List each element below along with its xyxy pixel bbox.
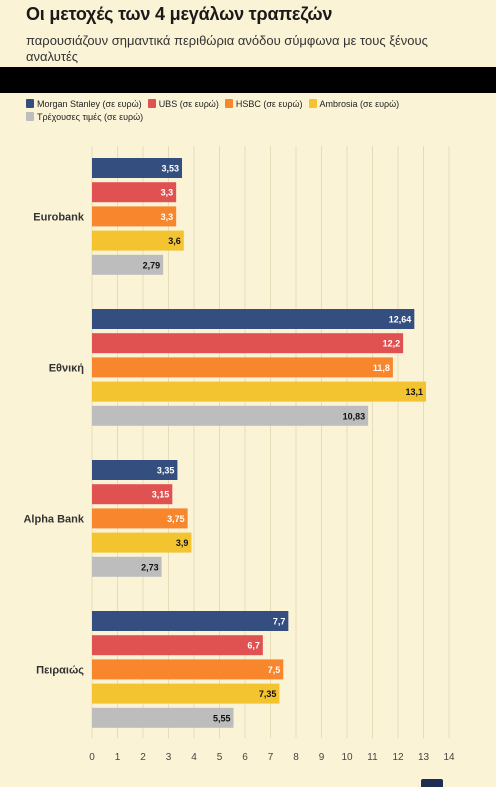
bar xyxy=(92,230,184,251)
category-label: Εθνική xyxy=(49,362,85,374)
bar xyxy=(92,460,178,480)
legend-item[interactable]: Morgan Stanley (σε ευρώ) xyxy=(26,98,142,111)
data-label: 12,64 xyxy=(389,315,412,325)
bar xyxy=(92,683,280,704)
data-label: 3,9 xyxy=(176,538,189,548)
bar xyxy=(92,182,177,203)
legend-swatch xyxy=(224,99,233,108)
legend-item[interactable]: HSBC (σε ευρώ) xyxy=(224,98,303,111)
category-label: Eurobank xyxy=(33,211,85,223)
data-label: 3,35 xyxy=(157,466,175,476)
bar xyxy=(92,254,164,275)
bar xyxy=(92,357,393,378)
x-tick-label: 4 xyxy=(191,752,197,763)
black-band xyxy=(0,67,496,93)
data-label: 11,8 xyxy=(373,363,390,373)
data-label: 7,35 xyxy=(259,689,277,699)
data-label: 2,73 xyxy=(141,562,159,572)
data-label: 7,7 xyxy=(273,617,286,627)
x-tick-label: 0 xyxy=(89,752,95,763)
bar xyxy=(92,206,177,227)
legend-label: HSBC (σε ευρώ) xyxy=(235,99,303,109)
x-tick-label: 2 xyxy=(140,752,146,763)
data-label: 3,6 xyxy=(168,236,181,246)
legend-item[interactable]: Ambrosia (σε ευρώ) xyxy=(308,98,400,111)
bar xyxy=(92,309,415,329)
data-label: 3,75 xyxy=(167,514,185,524)
x-tick-label: 9 xyxy=(319,752,325,763)
bar xyxy=(92,635,263,656)
chart-title: Οι μετοχές των 4 μεγάλων τραπεζών xyxy=(26,4,333,24)
bar xyxy=(92,333,404,354)
bar xyxy=(92,707,234,728)
x-tick-label: 5 xyxy=(217,752,223,763)
bar xyxy=(92,158,183,178)
x-tick-label: 7 xyxy=(268,752,274,763)
legend-item[interactable]: UBS (σε ευρώ) xyxy=(147,98,219,111)
x-tick-label: 14 xyxy=(443,752,455,763)
data-label: 10,83 xyxy=(343,411,366,421)
data-label: 3,3 xyxy=(161,188,174,198)
x-tick-label: 10 xyxy=(341,752,353,763)
bar xyxy=(92,611,289,631)
x-tick-label: 12 xyxy=(392,752,404,763)
chart-subtitle: παρουσιάζουν σημαντικά περιθώρια ανόδου … xyxy=(26,33,428,64)
legend-swatch xyxy=(308,99,317,108)
legend: Morgan Stanley (σε ευρώ) UBS (σε ευρώ) HSB… xyxy=(26,98,486,124)
legend-label: UBS (σε ευρώ) xyxy=(158,99,219,109)
data-label: 3,53 xyxy=(161,164,179,174)
bar xyxy=(92,659,284,680)
legend-label: Τρέχουσες τιμές (σε ευρώ) xyxy=(37,112,144,122)
x-tick-label: 13 xyxy=(418,752,430,763)
category-label: Πειραιώς xyxy=(36,664,84,676)
legend-label: Ambrosia (σε ευρώ) xyxy=(319,99,400,109)
data-label: 12,2 xyxy=(383,339,401,349)
data-label: 5,55 xyxy=(213,713,231,723)
legend-swatch xyxy=(26,99,34,108)
x-tick-label: 8 xyxy=(293,752,299,763)
bar xyxy=(92,484,173,505)
data-label: 3,3 xyxy=(161,212,174,222)
data-label: 13,1 xyxy=(406,387,424,397)
data-label: 2,79 xyxy=(143,260,161,270)
x-tick-label: 6 xyxy=(242,752,248,763)
corner-badge xyxy=(421,779,443,787)
legend-swatch xyxy=(147,99,156,108)
bar xyxy=(92,508,188,529)
legend-label: Morgan Stanley (σε ευρώ) xyxy=(37,99,142,109)
bar xyxy=(92,405,369,426)
x-tick-label: 1 xyxy=(115,752,121,763)
bar xyxy=(92,556,162,577)
x-tick-label: 3 xyxy=(166,752,172,763)
legend-item[interactable]: Τρέχουσες τιμές (σε ευρώ) xyxy=(26,111,143,124)
x-tick-label: 11 xyxy=(367,752,378,763)
bar xyxy=(92,381,427,402)
data-label: 7,5 xyxy=(268,665,281,675)
data-label: 6,7 xyxy=(247,641,260,651)
legend-swatch xyxy=(26,112,34,121)
bar xyxy=(92,532,192,553)
category-label: Alpha Bank xyxy=(23,513,84,525)
data-label: 3,15 xyxy=(152,490,170,500)
